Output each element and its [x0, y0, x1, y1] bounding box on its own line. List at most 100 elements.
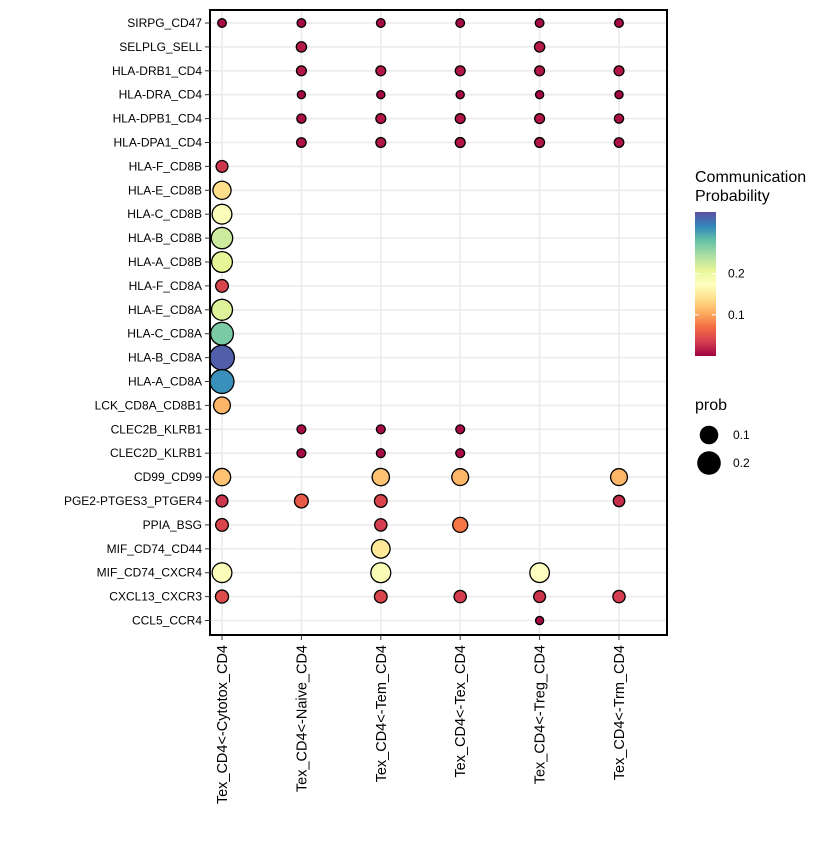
color-legend: Communication Probability 0.1 0.2: [695, 169, 806, 356]
data-points: [208, 18, 629, 626]
data-point: [534, 65, 546, 77]
data-point: [534, 136, 546, 149]
y-tick-label: HLA-F_CD8B: [129, 159, 202, 173]
y-tick-label: MIF_CD74_CD44: [107, 542, 203, 556]
data-point: [534, 113, 546, 125]
size-legend: prob 0.1 0.2: [695, 397, 750, 475]
data-point: [209, 368, 235, 395]
y-tick-label: HLA-B_CD8A: [128, 351, 202, 365]
data-point: [211, 203, 233, 225]
y-tick-label: HLA-DRA_CD4: [119, 88, 203, 102]
data-point: [534, 89, 545, 100]
y-tick-label: HLA-B_CD8B: [128, 231, 202, 245]
data-point: [613, 113, 625, 124]
data-point: [375, 113, 387, 125]
data-point: [214, 589, 230, 604]
data-point: [209, 321, 235, 346]
data-point: [614, 89, 624, 100]
y-tick-label: HLA-A_CD8B: [128, 255, 202, 269]
y-tick-label: HLA-E_CD8B: [128, 183, 202, 197]
data-point: [455, 89, 465, 100]
y-tick-label: CD99_CD99: [134, 470, 202, 484]
x-tick-label: Tex_CD4<-Tex_CD4: [453, 645, 469, 778]
data-point: [375, 18, 386, 28]
data-point: [215, 159, 229, 173]
data-point: [375, 448, 386, 459]
y-tick-label: SELPLG_SELL: [119, 40, 202, 54]
data-point: [370, 538, 391, 559]
data-point: [374, 518, 388, 532]
data-point: [454, 65, 466, 77]
data-point: [211, 562, 233, 584]
y-axis: SIRPG_CD47 SELPLG_SELL HLA-DRB1_CD4 HLA-DRA…: [64, 16, 210, 628]
data-point: [208, 344, 236, 371]
data-point: [533, 41, 546, 53]
data-point: [295, 65, 307, 77]
x-tick-label: Tex_CD4<-Naive_CD4: [294, 645, 310, 792]
data-point: [210, 226, 234, 250]
data-point: [296, 113, 307, 124]
color-legend-title: Communication: [695, 169, 806, 186]
size-legend-label: 0.2: [733, 456, 750, 470]
grid-lines: [210, 10, 667, 635]
data-point: [454, 113, 466, 125]
data-point: [613, 137, 625, 148]
data-point: [217, 18, 227, 28]
y-tick-label: SIRPG_CD47: [127, 16, 202, 30]
data-point: [455, 448, 466, 459]
data-point: [215, 278, 229, 293]
panel-border: [209, 9, 668, 636]
data-point: [375, 136, 387, 149]
data-point: [210, 298, 234, 321]
data-point: [612, 494, 626, 508]
size-legend-label: 0.1: [733, 428, 750, 442]
data-point: [613, 65, 625, 77]
data-point: [215, 494, 229, 508]
data-point: [373, 589, 388, 604]
data-point: [296, 424, 307, 435]
data-point: [296, 448, 307, 459]
data-point: [295, 137, 307, 148]
data-point: [533, 590, 547, 604]
size-legend-title: prob: [695, 397, 727, 414]
y-tick-label: CCL5_CCR4: [132, 614, 202, 628]
data-point: [295, 41, 308, 53]
y-tick-label: HLA-DPA1_CD4: [114, 136, 203, 150]
data-point: [454, 136, 466, 149]
data-point: [373, 494, 388, 508]
data-point: [375, 65, 387, 77]
colorbar: [695, 212, 716, 356]
size-legend-key: [699, 425, 719, 445]
y-tick-label: HLA-DPB1_CD4: [113, 112, 203, 126]
data-point: [451, 468, 470, 487]
y-tick-label: HLA-DRB1_CD4: [112, 64, 202, 78]
data-point: [212, 396, 232, 415]
data-point: [534, 615, 545, 626]
data-point: [529, 562, 551, 584]
size-legend-key: [697, 451, 721, 475]
y-tick-label: HLA-C_CD8A: [127, 327, 202, 341]
y-tick-label: PPIA_BSG: [143, 518, 202, 532]
x-tick-label: Tex_CD4<-Trm_CD4: [612, 645, 628, 780]
y-tick-label: CLEC2B_KLRB1: [111, 422, 203, 436]
x-tick-label: Tex_CD4<-Tem_CD4: [374, 645, 390, 782]
y-tick-label: PGE2-PTGES3_PTGER4: [64, 494, 202, 508]
y-tick-label: CLEC2D_KLRB1: [110, 446, 202, 460]
y-tick-label: LCK_CD8A_CD8B1: [95, 398, 203, 412]
x-axis: Tex_CD4<-Cytotox_CD4 Tex_CD4<-Naive_CD4 Te…: [215, 635, 628, 804]
data-point: [614, 18, 624, 28]
y-tick-label: CXCL13_CXCR3: [109, 590, 202, 604]
colorbar-tick-label: 0.2: [728, 267, 745, 281]
data-point: [215, 517, 229, 532]
data-point: [453, 589, 467, 604]
data-point: [212, 180, 232, 201]
data-point: [212, 467, 232, 487]
x-tick-label: Tex_CD4<-Treg_CD4: [533, 645, 549, 784]
y-tick-label: HLA-F_CD8A: [129, 279, 202, 293]
y-tick-label: MIF_CD74_CXCR4: [97, 566, 203, 580]
data-point: [609, 468, 629, 487]
data-point: [210, 250, 234, 274]
data-point: [293, 493, 309, 509]
color-legend-title: Probability: [695, 188, 770, 205]
